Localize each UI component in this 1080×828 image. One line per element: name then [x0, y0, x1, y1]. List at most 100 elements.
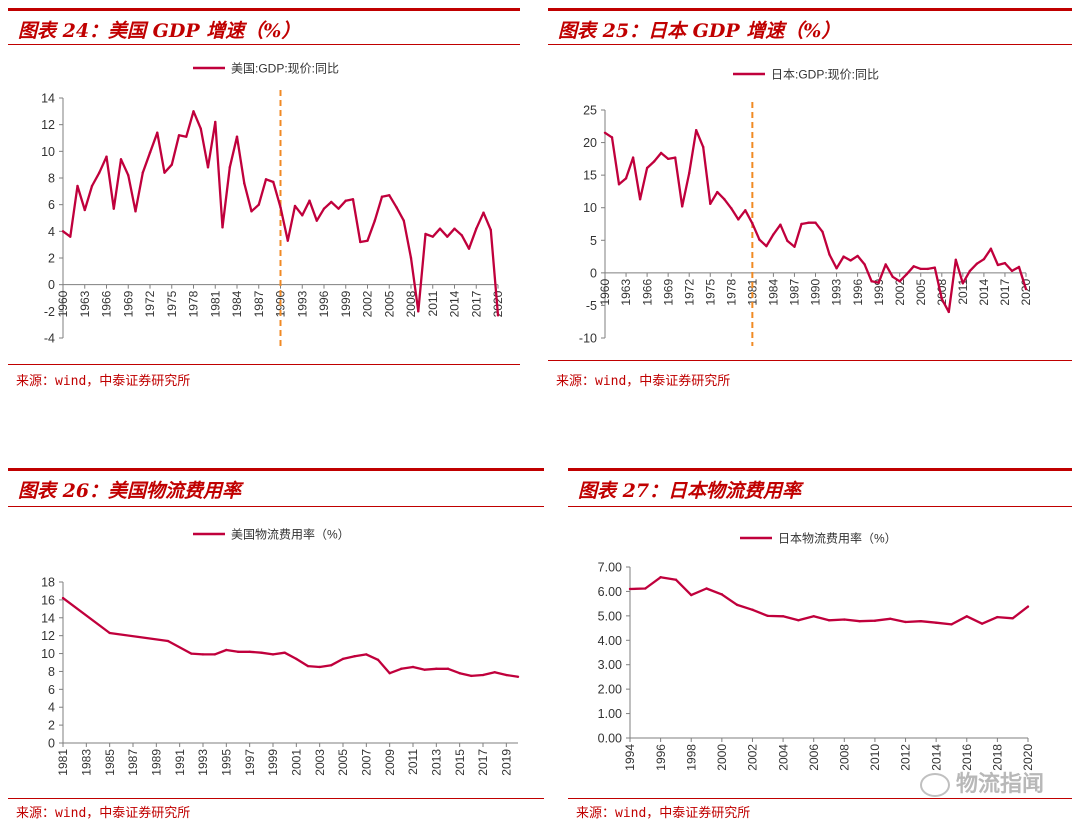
- data-point: [631, 156, 635, 159]
- x-tick-label: 2017: [476, 749, 490, 776]
- x-tick-label: 1996: [317, 290, 331, 317]
- data-point: [603, 131, 607, 134]
- data-point: [797, 619, 800, 622]
- y-tick-label: 4: [48, 225, 55, 239]
- data-point: [891, 275, 894, 278]
- x-tick-label: 1996: [851, 279, 865, 306]
- data-point: [446, 667, 450, 670]
- data-point: [177, 134, 181, 137]
- x-tick-label: 2002: [361, 290, 375, 317]
- source-note: 来源：wind，中泰证券研究所: [576, 806, 751, 821]
- data-point: [201, 653, 205, 656]
- x-tick-label: 2011: [406, 749, 420, 775]
- y-tick-label: 6.00: [598, 585, 622, 599]
- y-tick-label: 25: [583, 104, 597, 118]
- panel-title: 图表 24：美国 GDP 增速（%）: [18, 20, 301, 42]
- x-tick-label: 2003: [313, 749, 327, 776]
- x-tick-label: 2014: [929, 744, 943, 771]
- data-point: [119, 158, 123, 161]
- x-tick-label: 1996: [654, 744, 668, 771]
- data-point: [933, 266, 936, 269]
- x-tick-label: 2020: [1021, 744, 1035, 771]
- panel-top-rule: [8, 468, 544, 471]
- x-tick-label: 1981: [56, 749, 70, 776]
- y-tick-label: 15: [583, 169, 597, 183]
- x-tick-label: 2018: [991, 744, 1005, 771]
- data-point: [835, 267, 838, 270]
- data-point: [221, 226, 224, 229]
- data-point: [744, 209, 747, 212]
- data-point: [467, 247, 471, 250]
- x-tick-label: 2020: [491, 290, 505, 317]
- y-tick-label: 0.00: [598, 732, 622, 746]
- x-tick-label: 2006: [807, 744, 821, 771]
- y-tick-label: 6: [48, 683, 55, 697]
- y-tick-label: 6: [48, 198, 55, 212]
- y-tick-label: 2: [48, 719, 55, 733]
- panel-bottom-rule: [8, 364, 520, 365]
- data-point: [260, 651, 263, 654]
- x-tick-label: 2014: [977, 279, 991, 306]
- data-point: [264, 178, 268, 181]
- x-tick-label: 1993: [196, 749, 210, 776]
- data-point: [688, 171, 691, 175]
- data-point: [828, 253, 831, 256]
- y-tick-label: 0: [590, 266, 597, 280]
- data-point: [481, 673, 485, 677]
- x-tick-label: 1963: [78, 290, 92, 317]
- x-tick-label: 1966: [100, 290, 114, 317]
- y-tick-label: 5.00: [598, 609, 622, 623]
- data-point: [411, 665, 415, 669]
- data-point: [213, 653, 216, 656]
- data-point: [690, 593, 693, 597]
- x-tick-label: 1966: [640, 279, 654, 306]
- data-point: [482, 211, 485, 214]
- source-note: 来源：wind，中泰证券研究所: [16, 806, 191, 821]
- chart-us-gdp-growth: 美国:GDP:现价:同比 -4 -2 0 2 4 6 8 10 12 14 1960 1963 1966 1…: [41, 62, 505, 346]
- data-point: [843, 618, 846, 621]
- data-point: [863, 263, 866, 266]
- data-point: [431, 235, 434, 238]
- x-tick-label: 2011: [426, 290, 440, 316]
- y-tick-label: 1.00: [598, 707, 622, 721]
- x-tick-label: 2004: [776, 744, 790, 771]
- x-tick-label: 1990: [809, 279, 823, 306]
- x-tick-label: 1972: [682, 279, 696, 306]
- y-tick-label: 3.00: [598, 658, 622, 672]
- data-point: [388, 194, 391, 197]
- data-point: [235, 135, 239, 138]
- data-point: [505, 673, 508, 677]
- x-tick-label: 1991: [173, 749, 187, 776]
- data-point: [516, 675, 520, 679]
- data-point: [301, 214, 304, 217]
- x-tick-label: 1994: [623, 744, 637, 771]
- data-point: [148, 151, 152, 154]
- y-tick-label: 4.00: [598, 634, 622, 648]
- y-tick-label: 8: [48, 172, 55, 186]
- data-point: [735, 603, 739, 607]
- x-tick-label: 1997: [243, 749, 257, 776]
- data-point: [475, 227, 478, 230]
- data-point: [1010, 269, 1014, 273]
- data-point: [849, 259, 852, 262]
- x-tick-label: 2001: [290, 749, 304, 776]
- data-point: [856, 254, 859, 258]
- x-tick-label: 2013: [430, 749, 444, 776]
- data-point: [996, 263, 1000, 267]
- y-tick-label: 10: [583, 201, 597, 215]
- x-tick-label: 1999: [872, 279, 886, 306]
- data-point: [190, 652, 193, 655]
- chart-jp-logistics-cost-ratio: 日本物流费用率（%） 0.00 1.00 2.00 3.00 4.00 5.00 6.00 7.…: [598, 531, 1036, 771]
- data-point: [134, 210, 137, 213]
- data-point: [624, 177, 628, 180]
- x-tick-label: 2005: [914, 279, 928, 306]
- data-point: [283, 651, 286, 654]
- data-point: [919, 267, 922, 271]
- data-point: [858, 620, 861, 623]
- panel-title: 图表 25：日本 GDP 增速（%）: [558, 20, 841, 42]
- panel-us-gdp: 图表 24：美国 GDP 增速（%） 美国:GDP:现价:同比 -4 -2 0 2 4 6 8…: [8, 8, 520, 400]
- x-tick-label: 2011: [956, 279, 970, 305]
- data-point: [438, 227, 442, 230]
- data-point: [192, 110, 195, 113]
- data-point: [69, 235, 72, 238]
